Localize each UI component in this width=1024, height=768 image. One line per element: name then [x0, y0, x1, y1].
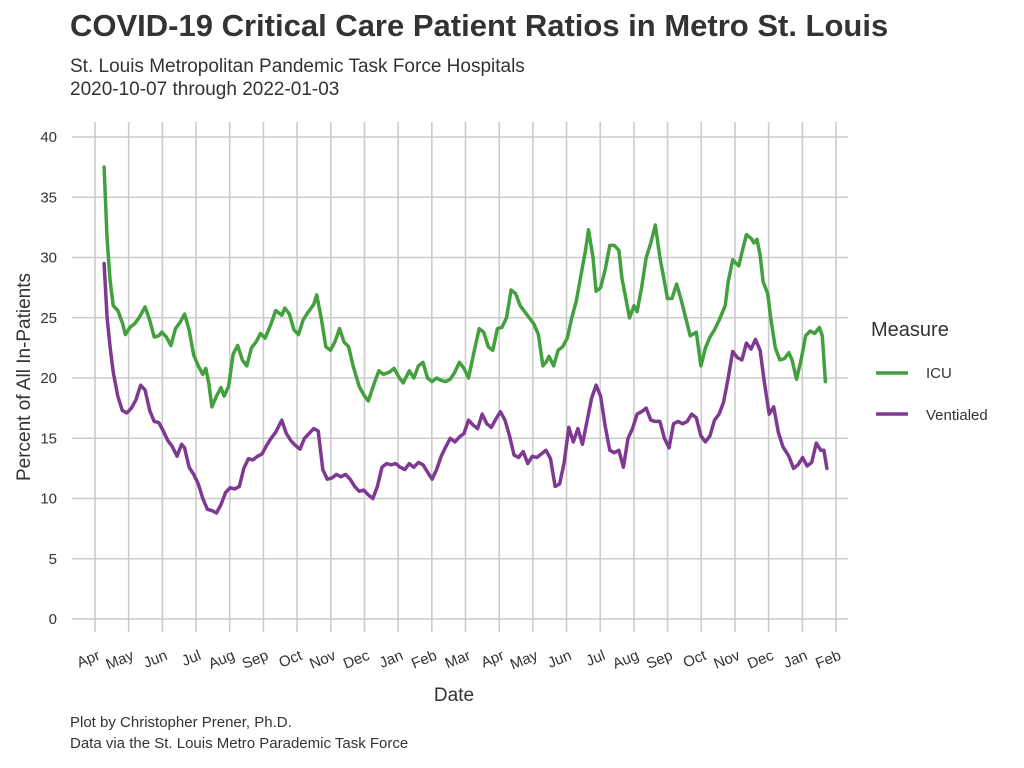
x-tick-label: Jun: [141, 647, 170, 672]
y-tick-label: 10: [40, 491, 57, 508]
legend-label-icu: ICU: [926, 365, 952, 382]
grid: [72, 122, 848, 632]
series-line-icu: [102, 165, 828, 409]
chart-subtitle-line-2: 2020-10-07 through 2022-01-03: [70, 79, 340, 100]
y-tick-label: 5: [49, 551, 57, 568]
y-axis-title: Percent of All In-Patients: [14, 273, 35, 481]
y-tick-label: 35: [40, 189, 57, 206]
x-tick-label: Apr: [479, 647, 507, 672]
y-tick-label: 30: [40, 250, 57, 267]
series-line-ventialed: [102, 261, 829, 515]
x-tick-label: Nov: [711, 647, 743, 673]
x-tick-label: Jul: [584, 647, 608, 670]
legend: Measure ICU Ventialed: [871, 319, 988, 424]
x-tick-label: Feb: [813, 647, 843, 672]
x-tick-label: Aug: [206, 647, 237, 673]
x-tick-label: Mar: [443, 647, 473, 672]
y-tick-label: 40: [40, 129, 57, 146]
x-tick-label: Jan: [781, 647, 810, 672]
x-tick-label: Apr: [74, 647, 102, 672]
caption-line-1: Plot by Christopher Prener, Ph.D.: [70, 714, 292, 731]
x-tick-label: Sep: [644, 647, 675, 673]
caption-line-2: Data via the St. Louis Metro Parademic T…: [70, 735, 409, 752]
x-axis-title: Date: [434, 685, 474, 706]
legend-label-ventialed: Ventialed: [926, 407, 988, 424]
x-tick-label: May: [508, 647, 541, 674]
series-lines: [102, 165, 829, 515]
y-axis-ticks: 0 5 10 15 20 25 30 35 40: [40, 129, 57, 628]
x-tick-label: Jun: [545, 647, 574, 672]
x-tick-label: May: [104, 647, 137, 674]
legend-title: Measure: [871, 319, 949, 341]
x-tick-label: Jan: [377, 647, 406, 672]
x-tick-label: Dec: [341, 647, 373, 673]
x-tick-label: Feb: [409, 647, 439, 672]
x-tick-label: Dec: [745, 647, 777, 673]
y-tick-label: 20: [40, 370, 57, 387]
x-tick-label: Oct: [681, 647, 710, 672]
x-tick-label: Oct: [277, 647, 306, 672]
chart-subtitle-line-1: St. Louis Metropolitan Pandemic Task For…: [70, 56, 525, 77]
x-tick-label: Nov: [307, 647, 339, 673]
y-tick-label: 0: [49, 611, 57, 628]
y-tick-label: 15: [40, 430, 57, 447]
chart-title: COVID-19 Critical Care Patient Ratios in…: [70, 8, 889, 43]
x-axis-ticks: Apr May Jun Jul Aug Sep Oct Nov Dec Jan Feb Mar Apr M…: [74, 647, 843, 674]
x-tick-label: Sep: [240, 647, 271, 673]
y-tick-label: 25: [40, 310, 57, 327]
x-tick-label: Aug: [610, 647, 641, 673]
x-tick-label: Jul: [179, 647, 203, 670]
